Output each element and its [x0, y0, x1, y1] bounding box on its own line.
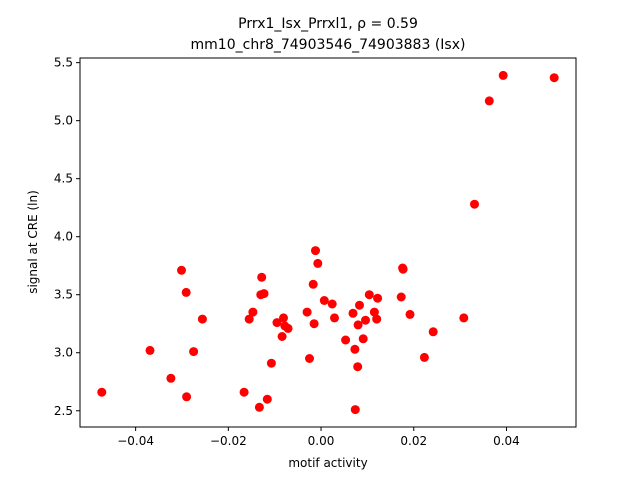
data-point-54	[549, 73, 559, 83]
data-point-48	[419, 352, 429, 362]
data-point-42	[372, 314, 382, 324]
x-tick-label: 0.02	[400, 434, 427, 448]
data-point-51	[470, 199, 479, 209]
data-point-49	[428, 327, 438, 337]
data-point-12	[257, 272, 267, 282]
data-point-43	[373, 293, 383, 303]
data-point-27	[313, 258, 323, 268]
data-point-5	[182, 392, 192, 402]
y-tick-label: 5.5	[54, 56, 73, 70]
data-point-29	[327, 299, 337, 309]
data-point-25	[309, 319, 319, 329]
x-tick-label: 0.00	[308, 434, 335, 448]
data-point-8	[239, 387, 249, 397]
data-point-23	[305, 354, 314, 363]
x-tick-label: −0.02	[210, 434, 247, 448]
data-point-10	[248, 307, 258, 317]
y-tick-label: 5.0	[54, 114, 73, 128]
data-point-37	[355, 300, 364, 310]
data-point-15	[262, 394, 272, 404]
data-point-34	[350, 405, 360, 415]
data-point-9	[244, 314, 254, 324]
chart-title-line1: Prrx1_Isx_Prrxl1, ρ = 0.59	[238, 16, 418, 32]
data-point-41	[369, 307, 379, 317]
data-point-19	[279, 313, 288, 323]
x-axis-label: motif activity	[288, 456, 367, 470]
data-point-3	[177, 265, 186, 275]
data-point-39	[361, 315, 370, 325]
y-tick-label: 4.0	[54, 230, 73, 244]
x-axis-ticks: −0.04 −0.02 0.00 0.02 0.04	[117, 427, 520, 448]
y-axis-label: signal at CRE (ln)	[26, 190, 40, 294]
x-tick-label: 0.04	[493, 434, 520, 448]
y-tick-label: 4.5	[54, 172, 73, 186]
data-point-18	[277, 332, 287, 341]
data-point-53	[498, 70, 508, 80]
data-point-26	[311, 246, 320, 256]
y-tick-label: 3.0	[54, 346, 73, 360]
y-axis-ticks: 2.5 3.0 3.5 4.0 4.5 5.0 5.5	[54, 56, 80, 418]
data-point-31	[341, 335, 351, 345]
data-point-7	[197, 314, 207, 324]
data-point-21	[283, 323, 293, 333]
y-tick-label: 3.5	[54, 288, 73, 302]
plot-frame	[79, 57, 577, 428]
data-point-11	[254, 402, 264, 412]
points-layer	[97, 70, 559, 415]
data-point-40	[364, 290, 374, 300]
data-point-14	[259, 289, 269, 299]
data-point-35	[353, 362, 363, 372]
data-point-38	[358, 334, 368, 344]
x-tick-label: −0.04	[117, 434, 154, 448]
data-point-44	[396, 292, 406, 302]
y-tick-label: 2.5	[54, 404, 73, 418]
data-point-1	[145, 345, 155, 355]
data-point-4	[181, 287, 191, 297]
data-point-2	[166, 373, 176, 383]
data-point-6	[189, 347, 199, 357]
data-point-50	[459, 313, 469, 323]
data-point-16	[266, 358, 276, 368]
data-point-22	[302, 307, 312, 317]
data-point-30	[330, 313, 339, 323]
data-point-52	[484, 96, 494, 106]
data-point-17	[272, 318, 282, 328]
data-point-36	[353, 320, 363, 330]
data-point-0	[97, 387, 107, 397]
data-point-47	[405, 309, 415, 319]
data-point-28	[319, 296, 329, 305]
data-point-46	[398, 264, 408, 274]
data-point-32	[348, 308, 358, 318]
data-point-33	[350, 344, 360, 354]
data-point-24	[308, 279, 318, 289]
chart-title-line2: mm10_chr8_74903546_74903883 (Isx)	[191, 37, 466, 53]
